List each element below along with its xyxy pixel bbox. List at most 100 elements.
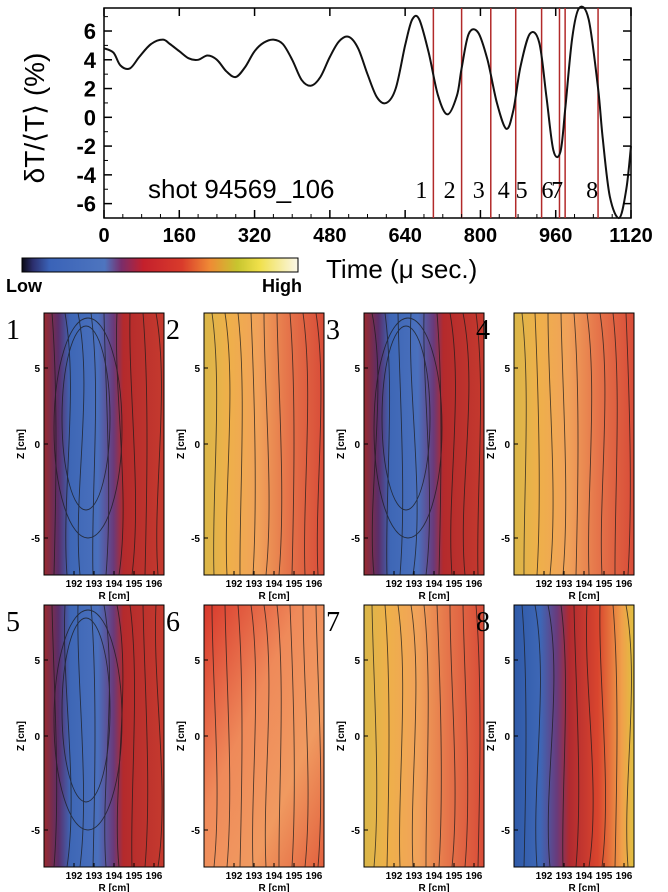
panel-x-tick-label: 192 xyxy=(66,871,83,882)
panel-x-axis-label: R [cm] xyxy=(98,591,129,602)
shot-annotation: shot 94569_106 xyxy=(148,174,335,204)
panel-y-tick-label: 5 xyxy=(194,656,200,667)
panel-y-tick-label: 0 xyxy=(354,732,360,743)
contour xyxy=(302,312,309,576)
contour xyxy=(116,604,124,868)
heatmap-panel-2: 2 5 0 -5 Z [cm] 192 193 194 195 196 R [cm] xyxy=(166,312,325,602)
contour-lines xyxy=(51,604,163,868)
contour xyxy=(547,604,555,868)
contour xyxy=(625,312,631,576)
y-tick-label: -4 xyxy=(76,163,96,188)
panel-x-tick-label: 192 xyxy=(226,871,243,882)
panel-x-tick-label: 192 xyxy=(536,871,553,882)
colorbar-high-label: High xyxy=(262,276,302,296)
contour xyxy=(573,312,579,576)
panel-x-tick-label: 196 xyxy=(616,579,633,590)
marker-label: 5 xyxy=(516,178,528,204)
contour xyxy=(289,604,295,868)
contour xyxy=(449,604,456,868)
panel-x-tick-label: 196 xyxy=(466,579,483,590)
x-tick-label: 160 xyxy=(163,225,196,247)
panel-y-tick-label: -5 xyxy=(351,534,360,545)
panel-y-tick-label: 5 xyxy=(34,364,40,375)
contour xyxy=(90,604,96,868)
panel-x-tick-label: 192 xyxy=(386,871,403,882)
heatmap-panel-6: 6 5 0 -5 Z [cm] 192 193 194 195 196 R [cm] xyxy=(166,604,325,892)
x-tick-label: 640 xyxy=(388,225,421,247)
contour xyxy=(276,604,282,868)
heatmap-field xyxy=(203,604,325,868)
panel-x-tick-label: 196 xyxy=(616,871,633,882)
panel-label: 1 xyxy=(6,315,20,346)
panel-x-axis-label: R [cm] xyxy=(258,591,289,602)
panel-x-tick-label: 194 xyxy=(106,871,123,882)
panel-x-tick-label: 192 xyxy=(66,579,83,590)
panel-y-tick-label: 5 xyxy=(354,656,360,667)
contour xyxy=(397,604,404,868)
marker-label: 2 xyxy=(444,178,456,204)
contour xyxy=(103,604,110,868)
marker-label: 8 xyxy=(586,178,598,204)
marker-label: 6 xyxy=(541,178,553,204)
panel-y-axis-label: Z [cm] xyxy=(486,721,497,751)
contour-core xyxy=(61,325,111,511)
panel-y-tick-label: -5 xyxy=(191,534,200,545)
contour xyxy=(224,312,231,576)
heatmap-panel-5: 5 5 0 -5 Z [cm] 192 193 194 195 196 R [cm] xyxy=(6,604,165,892)
y-tick-label: -2 xyxy=(76,134,96,159)
contour xyxy=(371,312,379,576)
contour-lines xyxy=(371,604,481,868)
panel-y-axis-label: Z [cm] xyxy=(176,721,187,751)
y-tick-label: 0 xyxy=(84,105,96,130)
colorbar-gradient xyxy=(21,257,299,273)
panel-x-tick-label: 193 xyxy=(406,579,423,590)
contour xyxy=(521,604,527,868)
panel-x-tick-label: 194 xyxy=(426,579,443,590)
panel-y-axis-label: Z [cm] xyxy=(176,429,187,459)
contour xyxy=(436,312,442,576)
x-tick-label: 960 xyxy=(539,225,572,247)
contour xyxy=(250,312,256,576)
panel-x-axis-label: R [cm] xyxy=(418,591,449,602)
panel-y-tick-label: 5 xyxy=(354,364,360,375)
contour xyxy=(142,604,149,868)
contour-core xyxy=(61,617,111,803)
contour xyxy=(384,312,391,576)
panel-y-tick-label: 0 xyxy=(194,732,200,743)
contour xyxy=(586,312,593,576)
panel-x-tick-label: 194 xyxy=(576,579,593,590)
panel-y-tick-label: 0 xyxy=(194,440,200,451)
panel-x-tick-label: 195 xyxy=(446,579,463,590)
marker-lines xyxy=(432,8,599,218)
heatmap-panel-4: 4 5 0 -5 Z [cm] 192 193 194 195 196 R [cm] xyxy=(476,312,635,602)
y-axis-label: δT/⟨T⟩ (%) xyxy=(19,53,50,184)
contour-lines xyxy=(211,604,322,868)
contour xyxy=(423,312,430,576)
contour xyxy=(51,312,57,576)
panel-y-tick-label: 0 xyxy=(504,732,510,743)
heatmap-panel-3: 3 5 0 -5 Z [cm] 192 193 194 195 196 R [cm] xyxy=(326,312,485,602)
panel-x-tick-label: 192 xyxy=(536,579,553,590)
colorbar: Low High xyxy=(6,257,302,296)
panel-x-axis-label: R [cm] xyxy=(568,591,599,602)
panel-y-axis-label: Z [cm] xyxy=(336,429,347,459)
contour xyxy=(155,312,162,576)
contour xyxy=(77,312,85,576)
heatmap-field xyxy=(513,312,635,576)
contour xyxy=(462,312,470,576)
panel-y-tick-label: -5 xyxy=(351,826,360,837)
contour xyxy=(64,604,72,868)
contour xyxy=(586,604,594,868)
contour-core-outer xyxy=(53,317,123,539)
panel-x-tick-label: 194 xyxy=(266,579,283,590)
y-tick-label: 6 xyxy=(84,19,96,44)
panel-x-tick-label: 193 xyxy=(86,871,103,882)
contour xyxy=(116,312,124,576)
contour xyxy=(211,604,218,868)
contour xyxy=(397,312,404,576)
contour xyxy=(534,604,541,868)
panel-label: 7 xyxy=(326,607,340,638)
panel-x-tick-label: 196 xyxy=(146,579,163,590)
y-tick-label: -6 xyxy=(76,192,96,217)
